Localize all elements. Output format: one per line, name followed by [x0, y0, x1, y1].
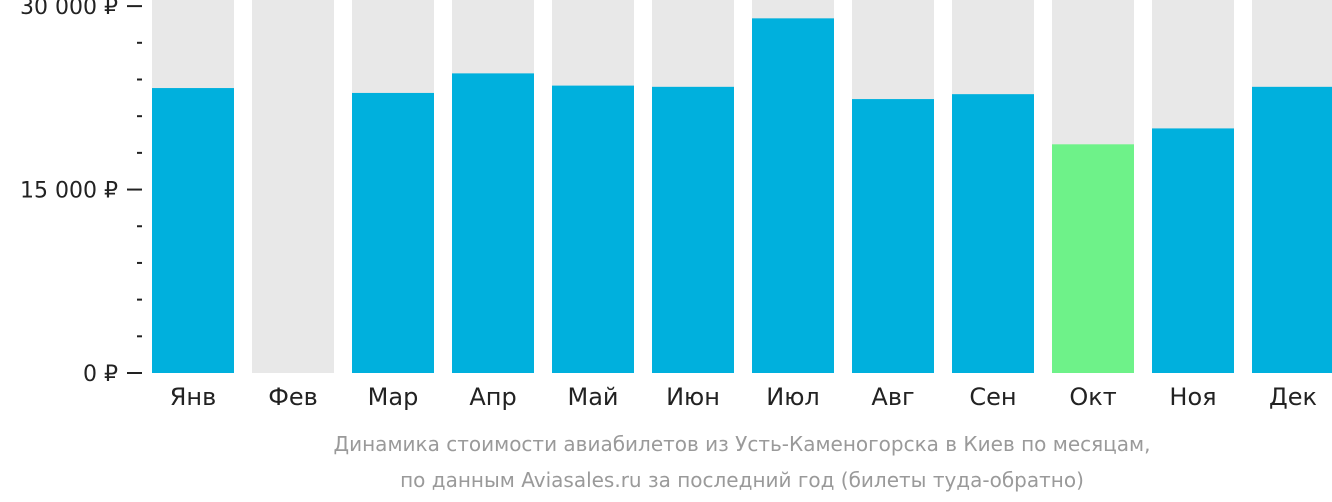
- bar: [752, 18, 834, 373]
- bar: [152, 88, 234, 373]
- bar-background: [252, 0, 334, 373]
- x-tick-label: Фев: [268, 383, 318, 411]
- x-tick-label: Май: [567, 383, 618, 411]
- bar: [452, 73, 534, 374]
- y-axis: 0 ₽ 15 000 ₽ 30 000 ₽: [20, 0, 142, 387]
- x-tick-label: Авг: [871, 383, 914, 411]
- chart-caption-line-2: по данным Aviasales.ru за последний год …: [400, 468, 1084, 492]
- y-tick-label: 15 000 ₽: [20, 179, 118, 204]
- bar: [352, 92, 434, 373]
- x-tick-label: Июн: [666, 383, 720, 411]
- y-tick-label: 0 ₽: [83, 362, 118, 387]
- x-tick-label: Июл: [766, 383, 820, 411]
- x-axis: Янв Фев Мар Апр Май Июн Июл Авг Сен Окт Ноя Дек: [170, 383, 1317, 411]
- x-tick-label: Дек: [1269, 383, 1317, 411]
- bars-group: [152, 0, 1332, 374]
- bar: [952, 94, 1034, 374]
- y-tick-label: 30 000 ₽: [20, 0, 118, 20]
- x-tick-label: Сен: [969, 383, 1016, 411]
- x-tick-label: Янв: [170, 383, 217, 411]
- bar: [552, 85, 634, 373]
- bar: [652, 86, 734, 374]
- x-tick-label: Ноя: [1169, 383, 1216, 411]
- x-tick-label: Окт: [1069, 383, 1116, 411]
- chart-caption-line-1: Динамика стоимости авиабилетов из Усть-К…: [333, 432, 1151, 456]
- bar: [1052, 144, 1134, 373]
- bar: [1252, 86, 1332, 374]
- bar: [1152, 128, 1234, 373]
- x-tick-label: Апр: [469, 383, 516, 411]
- x-tick-label: Мар: [368, 383, 419, 411]
- bar: [852, 99, 934, 373]
